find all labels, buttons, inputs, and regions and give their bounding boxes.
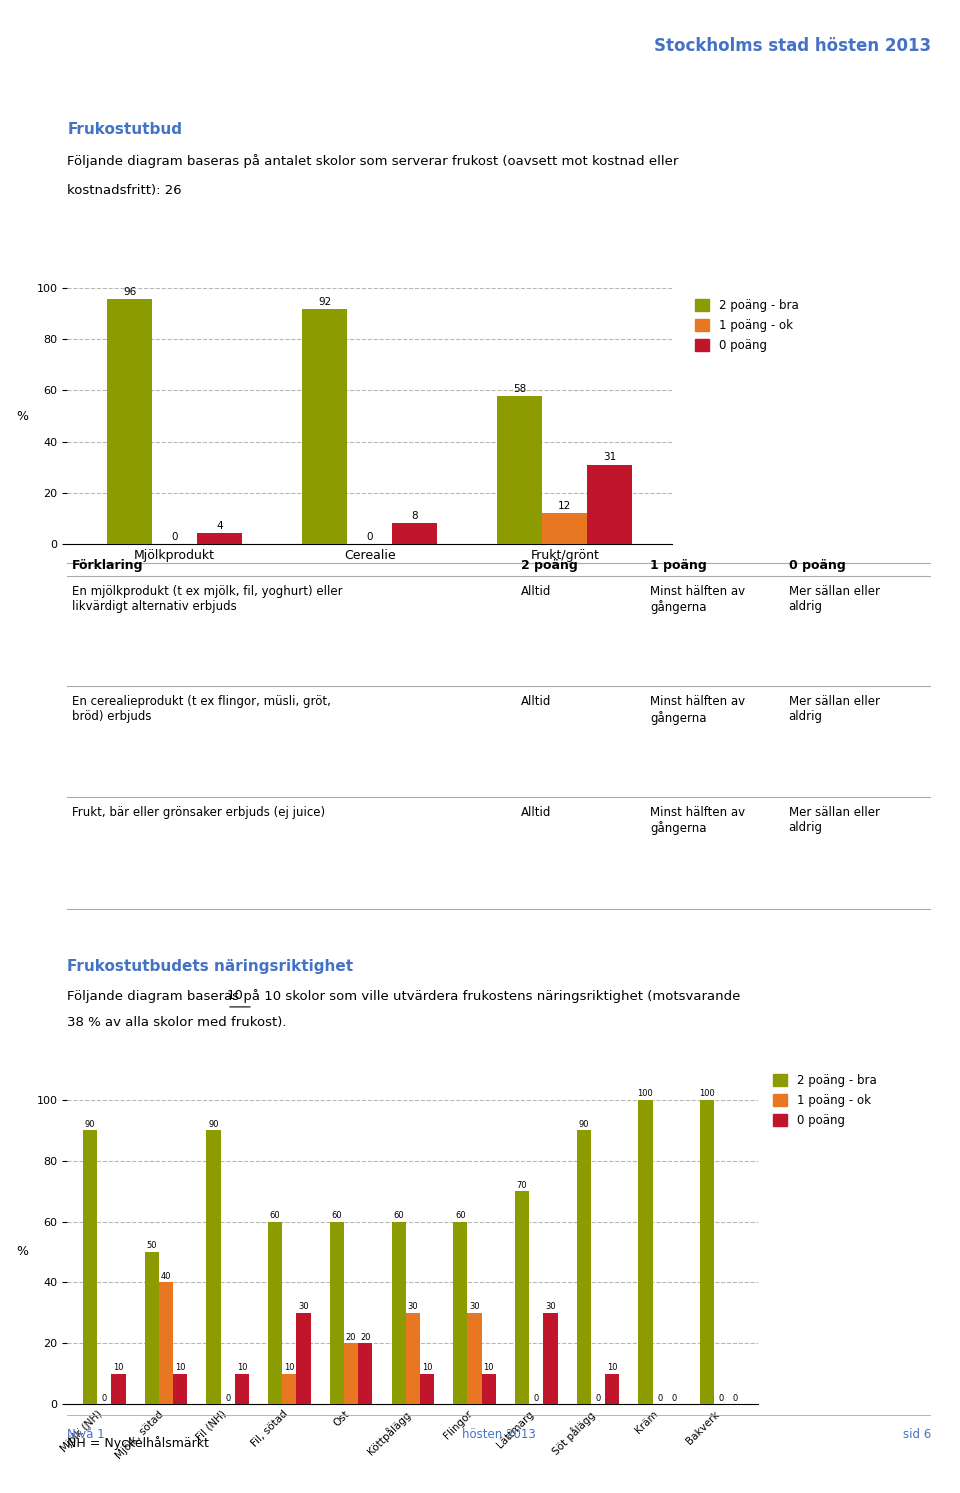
- Text: Nivå 1: Nivå 1: [67, 1427, 105, 1441]
- Text: Följande diagram baseras på antalet skolor som serverar frukost (oavsett mot kos: Följande diagram baseras på antalet skol…: [67, 154, 679, 169]
- Text: Mer sällan eller
aldrig: Mer sällan eller aldrig: [788, 806, 879, 835]
- Text: hösten 2013: hösten 2013: [463, 1427, 536, 1441]
- Text: Minst hälften av
gångerna: Minst hälften av gångerna: [651, 585, 746, 614]
- Text: kostnadsfritt): 26: kostnadsfritt): 26: [67, 184, 181, 197]
- Text: Minst hälften av
gångerna: Minst hälften av gångerna: [651, 806, 746, 835]
- Text: En mjölkprodukt (t ex mjölk, fil, yoghurt) eller
likvärdigt alternativ erbjuds: En mjölkprodukt (t ex mjölk, fil, yoghur…: [71, 585, 342, 612]
- Text: Mer sällan eller
aldrig: Mer sällan eller aldrig: [788, 696, 879, 724]
- Text: Minst hälften av
gångerna: Minst hälften av gångerna: [651, 696, 746, 724]
- Text: NH = Nyckelhålsmärkt: NH = Nyckelhålsmärkt: [67, 1436, 209, 1450]
- Text: Alltid: Alltid: [520, 806, 551, 820]
- Text: En cerealieprodukt (t ex flingor, müsli, gröt,
bröd) erbjuds: En cerealieprodukt (t ex flingor, müsli,…: [71, 696, 330, 724]
- Text: 38 % av alla skolor med frukost).: 38 % av alla skolor med frukost).: [67, 1015, 287, 1029]
- Text: 0 poäng: 0 poäng: [788, 558, 846, 572]
- Text: Mer sällan eller
aldrig: Mer sällan eller aldrig: [788, 585, 879, 612]
- Text: Följande diagram baseras på 10 skolor som ville utvärdera frukostens näringsrikt: Följande diagram baseras på 10 skolor so…: [67, 988, 740, 1003]
- Text: sid 6: sid 6: [903, 1427, 931, 1441]
- Text: Frukt, bär eller grönsaker erbjuds (ej juice): Frukt, bär eller grönsaker erbjuds (ej j…: [71, 806, 324, 820]
- Text: Förklaring: Förklaring: [71, 558, 143, 572]
- Text: Frukostutbudets näringsriktighet: Frukostutbudets näringsriktighet: [67, 959, 353, 975]
- Text: 1 poäng: 1 poäng: [651, 558, 708, 572]
- Text: Stockholms stad hösten 2013: Stockholms stad hösten 2013: [654, 37, 931, 55]
- Text: 10: 10: [227, 988, 244, 1002]
- Text: Frukostutbud: Frukostutbud: [67, 122, 182, 137]
- Text: 2 poäng: 2 poäng: [520, 558, 578, 572]
- Text: Alltid: Alltid: [520, 585, 551, 597]
- Text: Alltid: Alltid: [520, 696, 551, 709]
